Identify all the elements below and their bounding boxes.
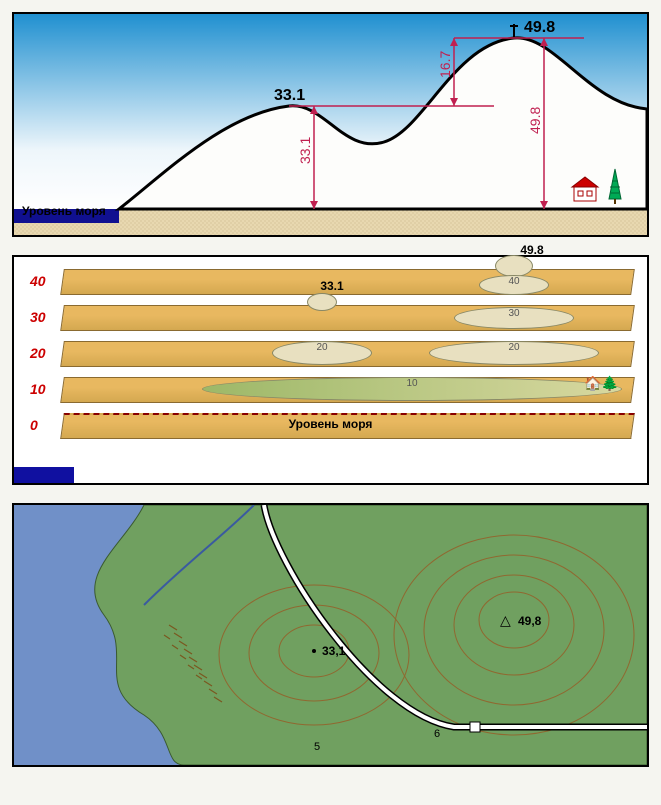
peak1-dot	[312, 649, 316, 653]
dim-h2-label: 49.8	[527, 107, 543, 134]
peak1-tip-label: 33.1	[320, 279, 343, 293]
peak2-label: 49.8	[524, 19, 555, 36]
level-30: 30	[30, 309, 46, 325]
peak2-slice-40	[495, 255, 533, 277]
slice-30: 30 33.1 30	[22, 301, 639, 335]
topo-map-panel: 33,1 △ 49,8 6 5	[12, 503, 649, 767]
contour-slices-panel: 40 49.8 40 30 33.1 30 20 20 20 10 10 🏠🌲 …	[12, 255, 649, 485]
combined-contour-10: 10	[202, 377, 622, 401]
level-10: 10	[30, 381, 46, 397]
sea-level-label-2: Уровень моря	[289, 417, 373, 431]
topo-svg: 33,1 △ 49,8 6 5	[14, 505, 647, 765]
slice-20: 20 20 20	[22, 337, 639, 371]
triangle-icon: △	[500, 612, 511, 628]
slice-0: 0 Уровень моря	[22, 409, 639, 443]
slice-10: 10 10 🏠🌲	[22, 373, 639, 407]
peak1-label: 33.1	[274, 87, 305, 104]
profile-svg: 33.1 49.8 33.1 16.7 49.8	[14, 14, 647, 235]
house-mini-icon: 🏠🌲	[584, 375, 619, 392]
peak2-contour-30: 30	[454, 307, 574, 329]
peak1-contour-20: 20	[272, 341, 372, 365]
peak2-contour-40: 40	[479, 275, 549, 295]
contour-5: 5	[314, 741, 320, 753]
level-40: 40	[30, 273, 46, 289]
sea-block-2	[14, 467, 74, 483]
dim-diff-label: 16.7	[437, 51, 453, 78]
peak1-map-label: 33,1	[322, 644, 346, 658]
peak2-tip-label: 49.8	[520, 243, 543, 257]
peak1-tip	[307, 293, 337, 311]
sea-level-label: Уровень моря	[22, 204, 106, 218]
level-20: 20	[30, 345, 46, 361]
contour-6: 6	[434, 728, 440, 740]
peak2-contour-20: 20	[429, 341, 599, 365]
dim-h1-label: 33.1	[297, 137, 313, 164]
elevation-profile-panel: 33.1 49.8 33.1 16.7 49.8 Уровень моря	[12, 12, 649, 237]
peak2-map-label: 49,8	[518, 614, 542, 628]
level-0: 0	[30, 417, 38, 433]
house-map-icon	[470, 722, 480, 732]
